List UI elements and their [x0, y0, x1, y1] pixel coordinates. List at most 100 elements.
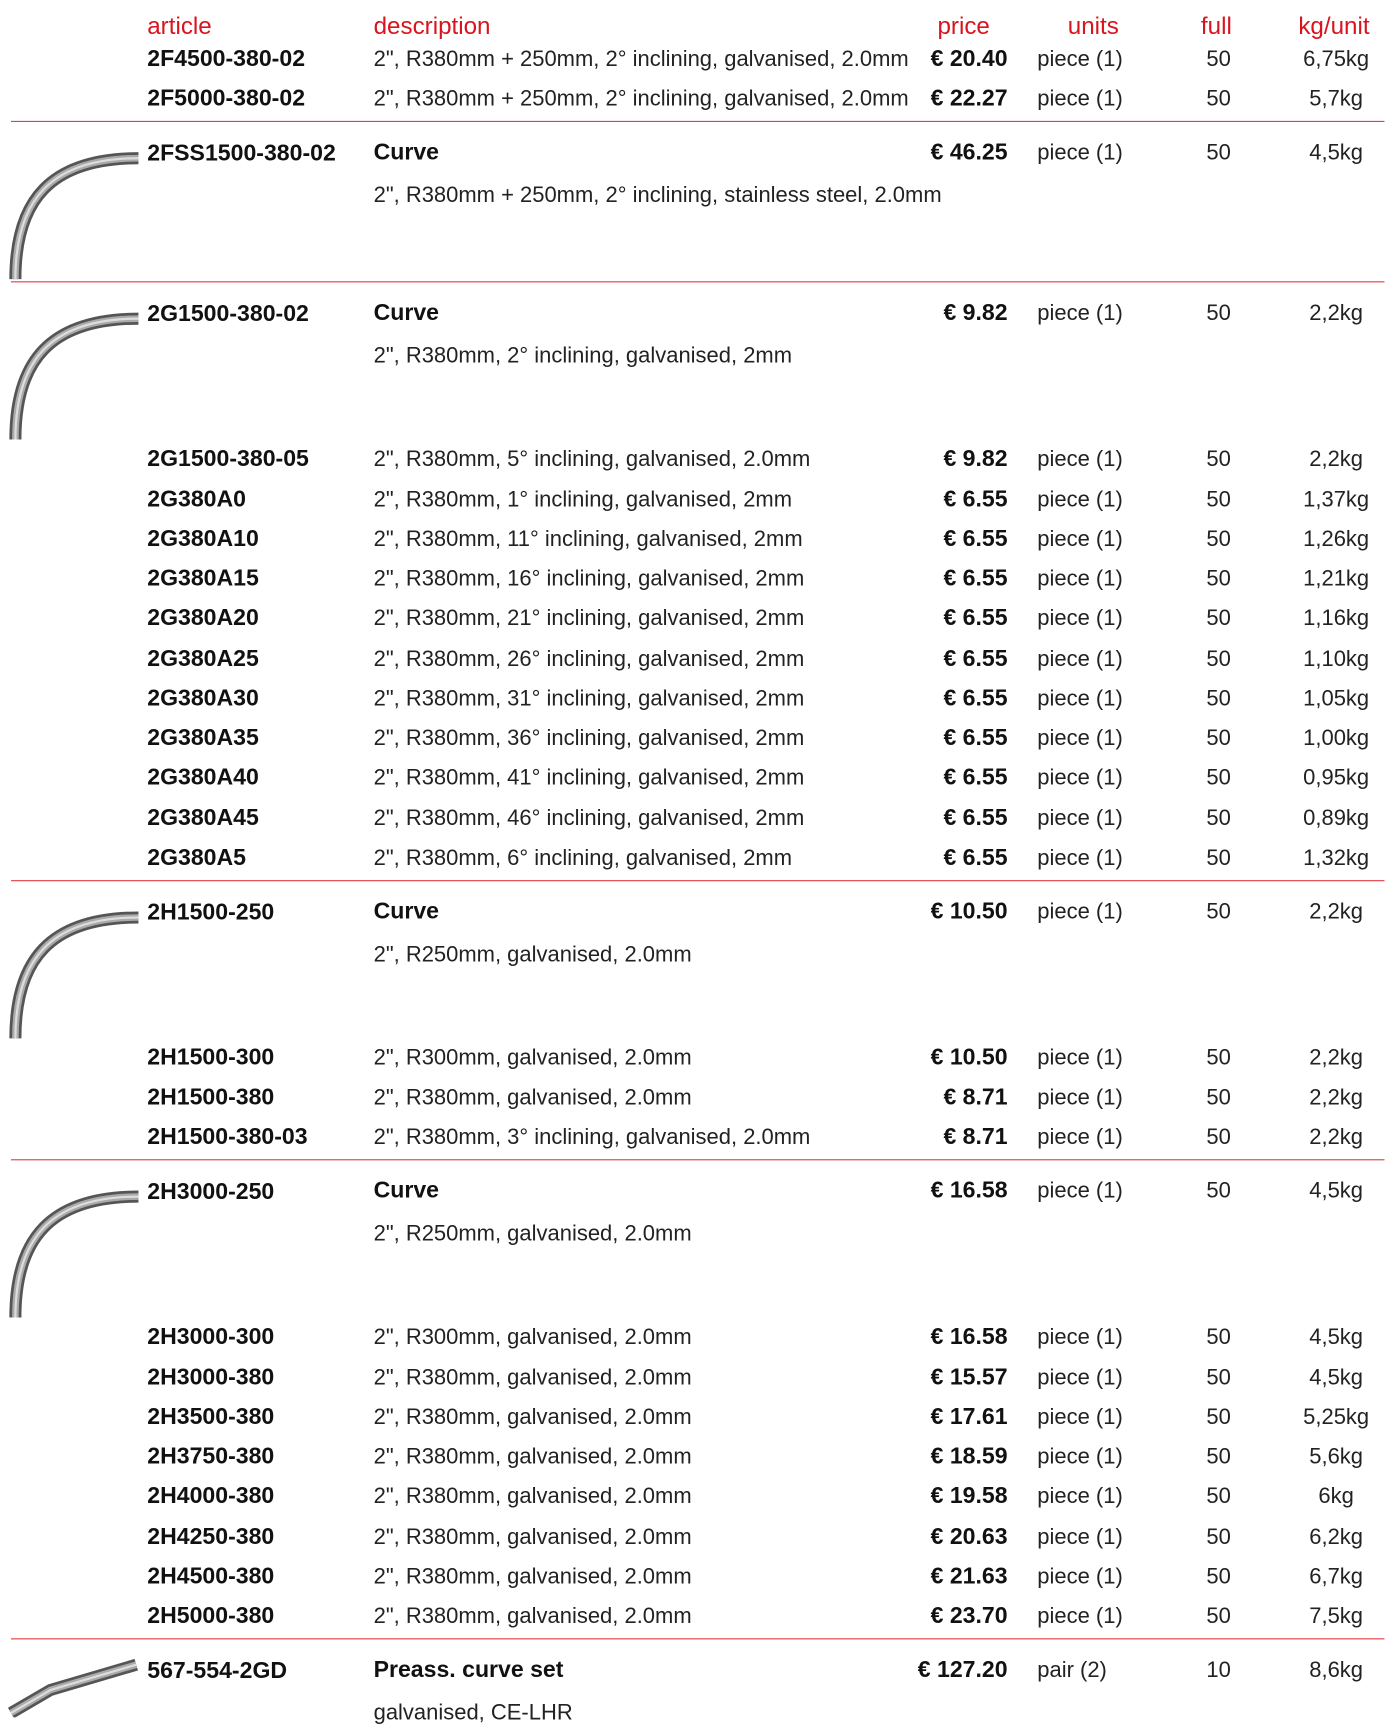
weight: 4,5kg: [1309, 1365, 1364, 1390]
separator: [10, 879, 1385, 881]
separator: [10, 281, 1385, 283]
units: piece (1): [1037, 140, 1123, 166]
description: 2", R380mm, 16° inclining, galvanised, 2…: [373, 566, 805, 592]
article: 567-554-2GD: [147, 1658, 288, 1684]
description: 2", R380mm, galvanised, 2.0mm: [373, 1405, 692, 1430]
pipe: [9, 312, 139, 440]
full: 50: [1206, 566, 1231, 592]
header-units: units: [1067, 12, 1119, 40]
full: 50: [1206, 845, 1231, 870]
weight: 5,25kg: [1303, 1405, 1370, 1430]
weight: 1,16kg: [1303, 606, 1370, 631]
weight: 1,32kg: [1303, 845, 1370, 870]
full: 10: [1206, 1658, 1231, 1683]
product-image: [9, 911, 139, 1039]
article: 2H4000-380: [147, 1483, 275, 1509]
price: € 6.55: [943, 565, 1008, 592]
item-title: Preass. curve set: [373, 1656, 564, 1683]
price: € 6.55: [943, 526, 1008, 552]
article: 2G380A35: [147, 725, 259, 751]
weight: 4,5kg: [1309, 1179, 1364, 1204]
article: 2H3000-380: [147, 1364, 275, 1390]
weight: 2,2kg: [1309, 1125, 1364, 1150]
pipe: [12, 913, 139, 1039]
description: 2", R380mm, 36° inclining, galvanised, 2…: [373, 726, 805, 751]
full: 50: [1206, 487, 1231, 512]
product-image: [9, 1190, 139, 1318]
weight: 1,26kg: [1303, 527, 1370, 552]
units: piece (1): [1037, 1484, 1123, 1509]
article: 2H4250-380: [147, 1523, 275, 1549]
weight: 8,6kg: [1309, 1658, 1364, 1683]
price: € 8.71: [943, 1084, 1008, 1110]
full: 50: [1206, 1444, 1231, 1470]
units: piece (1): [1037, 487, 1123, 512]
units: piece (1): [1037, 447, 1123, 472]
units: piece (1): [1037, 301, 1123, 326]
units: piece (1): [1037, 1085, 1123, 1110]
pipe: [12, 1193, 139, 1318]
price: € 6.55: [943, 645, 1008, 671]
article: 2G380A5: [147, 844, 247, 870]
weight: 5,7kg: [1309, 87, 1364, 112]
item-title: Curve: [373, 300, 440, 326]
weight: 1,21kg: [1303, 566, 1370, 592]
article: 2G380A10: [147, 526, 259, 552]
price: € 18.59: [930, 1443, 1008, 1470]
description: 2", R380mm, 21° inclining, galvanised, 2…: [373, 606, 805, 631]
full: 50: [1206, 1085, 1231, 1110]
price: € 22.27: [930, 85, 1008, 112]
full: 50: [1206, 140, 1231, 166]
units: piece (1): [1037, 646, 1123, 671]
price: € 6.55: [943, 486, 1008, 512]
item-description: 2", R380mm + 250mm, 2° inclining, stainl…: [373, 183, 942, 208]
units: piece (1): [1037, 566, 1123, 592]
full: 50: [1206, 686, 1231, 711]
weight: 7,5kg: [1309, 1604, 1364, 1629]
description: 2", R380mm, 26° inclining, galvanised, 2…: [373, 646, 805, 671]
full: 50: [1206, 1484, 1231, 1509]
article: 2H1500-250: [147, 899, 275, 925]
full: 50: [1206, 1125, 1231, 1150]
description: 2", R380mm, 3° inclining, galvanised, 2.…: [373, 1125, 811, 1150]
units: piece (1): [1037, 1125, 1123, 1150]
units: piece (1): [1037, 606, 1123, 631]
pipe: [12, 315, 139, 440]
description: 2", R380mm, galvanised, 2.0mm: [373, 1564, 692, 1589]
price: € 10.50: [930, 898, 1008, 924]
full: 50: [1206, 1405, 1231, 1430]
description: 2", R380mm, 1° inclining, galvanised, 2m…: [373, 487, 793, 512]
article: 2H1500-380-03: [147, 1124, 308, 1150]
description: 2", R380mm, galvanised, 2.0mm: [373, 1365, 692, 1390]
pipe: [14, 157, 139, 280]
price: € 17.61: [930, 1403, 1008, 1430]
full: 50: [1206, 87, 1231, 112]
full: 50: [1206, 47, 1231, 72]
full: 50: [1206, 1604, 1231, 1629]
price: € 8.71: [943, 1124, 1008, 1150]
full: 50: [1206, 646, 1231, 671]
weight: 6,2kg: [1309, 1524, 1364, 1549]
separator: [10, 121, 1385, 123]
full: 50: [1206, 1365, 1231, 1390]
pipe: [14, 317, 139, 440]
article: 2H3000-300: [147, 1324, 275, 1350]
weight: 1,05kg: [1303, 686, 1370, 711]
weight: 1,00kg: [1303, 726, 1370, 751]
weight: 2,2kg: [1309, 447, 1364, 472]
pipe: [14, 1195, 139, 1318]
header-weight: kg/unit: [1298, 12, 1370, 40]
description: 2", R380mm, galvanised, 2.0mm: [373, 1444, 692, 1470]
units: piece (1): [1037, 1405, 1123, 1430]
price: € 6.55: [943, 725, 1008, 751]
article: 2G380A40: [147, 765, 259, 791]
header-description: description: [373, 12, 491, 40]
price: € 9.82: [943, 446, 1008, 472]
header-article: article: [147, 12, 212, 40]
header-price: price: [937, 12, 990, 40]
price: € 10.50: [930, 1044, 1008, 1070]
description: 2", R380mm, galvanised, 2.0mm: [373, 1524, 692, 1549]
weight: 5,6kg: [1309, 1444, 1364, 1470]
item-description: 2", R250mm, galvanised, 2.0mm: [373, 942, 692, 967]
